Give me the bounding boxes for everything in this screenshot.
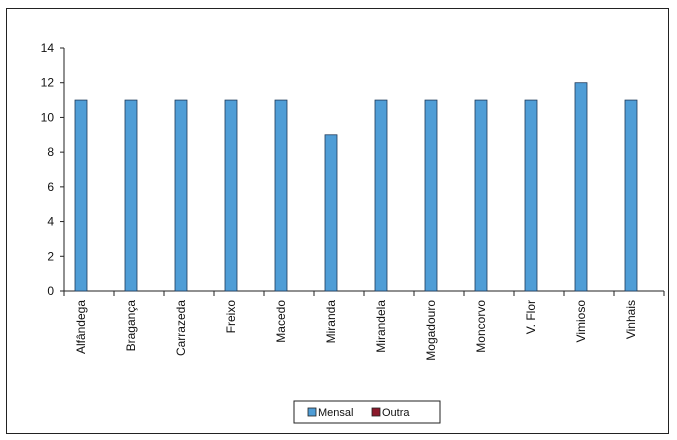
bar-mensal-7 bbox=[424, 99, 438, 292]
x-tick-label: Freixo bbox=[224, 300, 238, 334]
x-tick-label: Carrazeda bbox=[174, 300, 188, 356]
x-tick-label: Bragança bbox=[124, 300, 138, 352]
x-tick-label: V. Flor bbox=[524, 300, 538, 334]
bar-mensal-0 bbox=[74, 99, 88, 292]
bar-mensal-6 bbox=[374, 99, 388, 292]
y-tick-label: 10 bbox=[41, 110, 55, 124]
legend: Mensal Outra bbox=[293, 400, 441, 424]
x-tick-label: Mogadouro bbox=[424, 300, 438, 361]
bar-mensal-4 bbox=[274, 99, 288, 292]
y-axis: 0 2 4 6 8 10 12 14 bbox=[41, 41, 65, 298]
legend-box bbox=[293, 400, 441, 424]
y-tick-label: 6 bbox=[47, 180, 54, 194]
x-tick-label: Vinhais bbox=[624, 300, 638, 339]
bars bbox=[74, 82, 638, 292]
y-tick-label: 0 bbox=[47, 284, 54, 298]
y-tick-label: 8 bbox=[47, 145, 54, 159]
bar-mensal-8 bbox=[474, 99, 488, 292]
x-tick-label: Mirandela bbox=[374, 300, 388, 353]
bar-mensal-9 bbox=[524, 99, 538, 292]
bar-mensal-3 bbox=[224, 99, 238, 292]
bar-mensal-11 bbox=[624, 99, 638, 292]
x-tick-label: Macedo bbox=[274, 300, 288, 343]
x-tick-label: Vimioso bbox=[574, 300, 588, 343]
legend-item-mensal-swatch bbox=[307, 407, 317, 417]
y-tick-label: 4 bbox=[47, 215, 54, 229]
legend-item-outra-swatch bbox=[371, 407, 381, 417]
legend-item-mensal-label: Mensal bbox=[318, 407, 353, 419]
bar-mensal-1 bbox=[124, 99, 138, 292]
x-tick-label: Moncorvo bbox=[474, 300, 488, 353]
y-tick-label: 2 bbox=[47, 249, 54, 263]
bar-mensal-10 bbox=[574, 82, 588, 292]
x-axis: Alfândega Bragança Carrazeda Freixo Macedo Mi… bbox=[63, 290, 665, 361]
bar-mensal-2 bbox=[174, 99, 188, 292]
x-tick-label: Alfândega bbox=[74, 300, 88, 354]
bar-mensal-5 bbox=[324, 134, 338, 292]
x-tick-label: Miranda bbox=[324, 300, 338, 344]
y-tick-label: 14 bbox=[41, 41, 55, 55]
legend-item-outra-label: Outra bbox=[382, 407, 410, 419]
chart-frame bbox=[6, 8, 669, 434]
y-tick-label: 12 bbox=[41, 76, 55, 90]
